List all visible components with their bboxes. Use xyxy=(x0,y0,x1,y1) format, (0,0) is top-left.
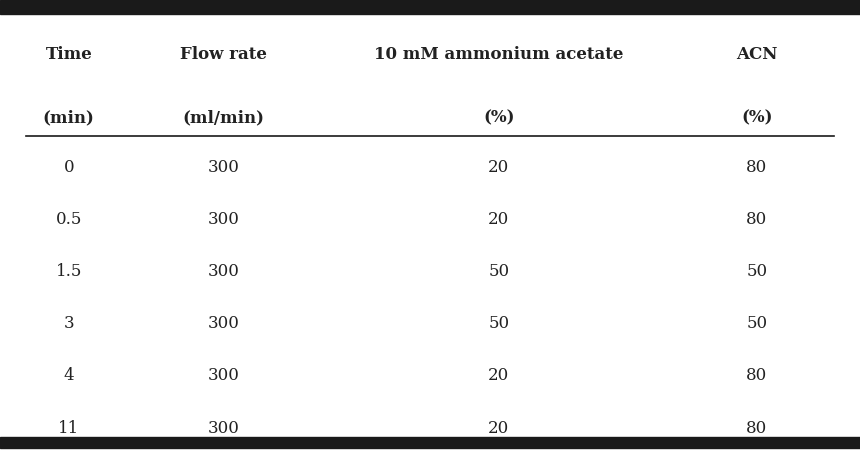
Text: 10 mM ammonium acetate: 10 mM ammonium acetate xyxy=(374,46,624,63)
Text: 300: 300 xyxy=(207,159,240,176)
Text: 20: 20 xyxy=(488,367,509,385)
Text: (%): (%) xyxy=(483,109,514,126)
Text: (%): (%) xyxy=(741,109,772,126)
Text: 4: 4 xyxy=(64,367,74,385)
Text: 300: 300 xyxy=(207,211,240,228)
Text: ACN: ACN xyxy=(736,46,777,63)
Bar xyxy=(0,437,860,448)
Text: 50: 50 xyxy=(746,263,767,280)
Text: 20: 20 xyxy=(488,159,509,176)
Text: 80: 80 xyxy=(746,211,767,228)
Text: 20: 20 xyxy=(488,419,509,437)
Text: 50: 50 xyxy=(488,315,509,333)
Text: 20: 20 xyxy=(488,211,509,228)
Text: 300: 300 xyxy=(207,419,240,437)
Text: 3: 3 xyxy=(64,315,74,333)
Text: Flow rate: Flow rate xyxy=(180,46,267,63)
Text: (min): (min) xyxy=(43,109,95,126)
Text: 1.5: 1.5 xyxy=(56,263,82,280)
Text: 50: 50 xyxy=(488,263,509,280)
Text: 80: 80 xyxy=(746,419,767,437)
Text: 0: 0 xyxy=(64,159,74,176)
Text: 50: 50 xyxy=(746,315,767,333)
Bar xyxy=(0,0,860,14)
Text: (ml/min): (ml/min) xyxy=(182,109,265,126)
Text: 0.5: 0.5 xyxy=(56,211,82,228)
Text: Time: Time xyxy=(46,46,92,63)
Text: 300: 300 xyxy=(207,367,240,385)
Text: 300: 300 xyxy=(207,315,240,333)
Text: 11: 11 xyxy=(58,419,79,437)
Text: 80: 80 xyxy=(746,367,767,385)
Text: 80: 80 xyxy=(746,159,767,176)
Text: 300: 300 xyxy=(207,263,240,280)
